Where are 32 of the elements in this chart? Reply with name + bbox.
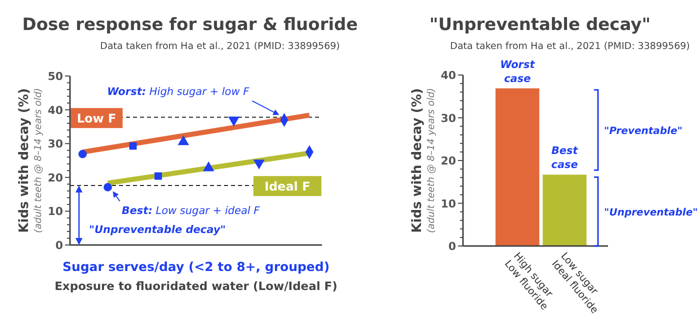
y-tick-label: 0 — [55, 239, 64, 252]
annotation: Best: Low sugar + ideal F — [122, 205, 261, 218]
y-tick-label: 40 — [440, 69, 456, 82]
series-label: Low F — [76, 112, 116, 126]
point — [104, 183, 112, 192]
chart-subtitle: Data taken from Ha et al., 2021 (PMID: 33899569) — [450, 41, 690, 52]
chart-title: "Unpreventable decay" — [429, 15, 651, 35]
x-axis-title: Sugar serves/day (<2 to 8+, grouped) — [62, 259, 330, 274]
y-tick-label: 30 — [440, 112, 456, 125]
y-tick-label: 10 — [48, 205, 64, 218]
annotation: "Unpreventable decay" — [89, 224, 226, 236]
y-axis-title: Kids with decay (%) (adult teeth @ 8–14 years old) — [17, 88, 44, 233]
y-tick-label: 20 — [48, 171, 64, 184]
point — [228, 116, 240, 126]
text: Exposure to fluoridated water (Low/Ideal F) — [54, 279, 338, 293]
point — [78, 150, 87, 158]
y-tick-label: 20 — [440, 154, 456, 168]
series-label: Ideal F — [264, 180, 310, 194]
y-tick-label: 30 — [48, 138, 64, 151]
y-tick-label: 0 — [448, 240, 456, 253]
y-axis-title: Kids with decay (%) (adult teeth @ 8–14 years old) — [410, 88, 437, 233]
annotation: Worst case — [500, 58, 536, 85]
chart-subtitle: Data taken from Ha et al., 2021 (PMID: 33899569) — [100, 41, 340, 52]
annotation: Best case — [551, 145, 579, 172]
annotation: Worst: High sugar + low F — [107, 86, 250, 98]
y-tick-label: 10 — [440, 197, 456, 210]
point — [154, 172, 162, 180]
chart-title: Dose response for sugar & fluoride — [22, 15, 358, 35]
y-tick-label: 40 — [48, 104, 64, 117]
annotation: "Unpreventable" — [604, 208, 698, 219]
y-tick-label: 50 — [48, 70, 64, 83]
annotation: "Preventable" — [604, 126, 682, 138]
